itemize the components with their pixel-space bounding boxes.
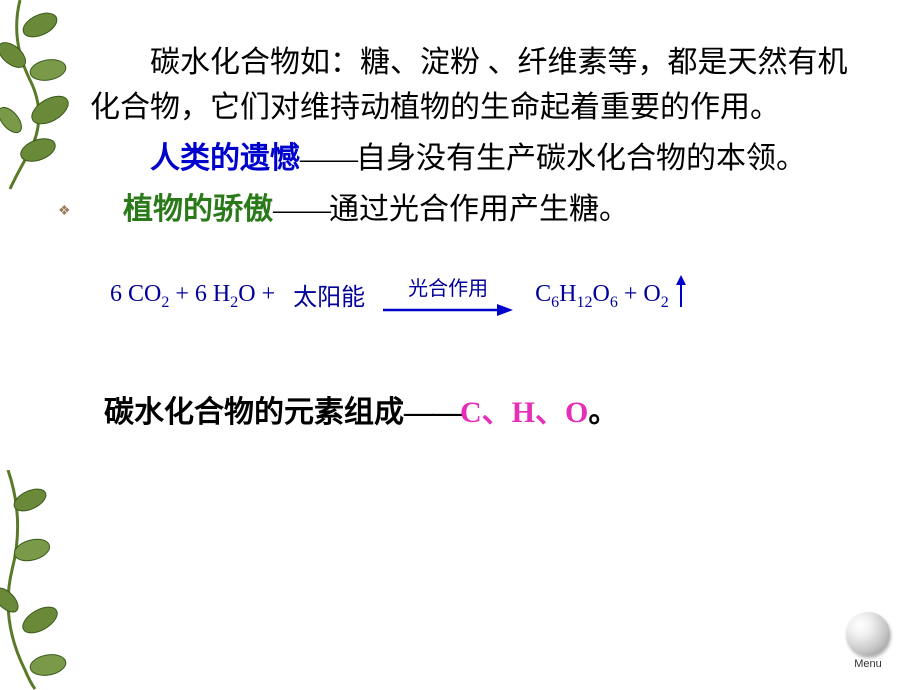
arrow-up-icon bbox=[675, 275, 687, 307]
photosynthesis-equation: 6 CO2 + 6 H2O + 太阳能 光合作用 C6H12O6 bbox=[110, 272, 850, 317]
eq-h2o: H2O bbox=[213, 281, 256, 308]
paragraph-elements-list: C、H、O bbox=[460, 396, 588, 429]
eq-plus-3: + bbox=[624, 281, 638, 308]
paragraph-human-suffix: 自身没有生产碳水化合物的本领。 bbox=[356, 142, 806, 175]
arrow-right-icon bbox=[383, 303, 513, 317]
eq-coef-2: 6 bbox=[195, 281, 207, 308]
paragraph-plant-suffix: 通过光合作用产生糖。 bbox=[329, 193, 629, 226]
sphere-icon bbox=[846, 612, 890, 656]
eq-co2: CO2 bbox=[128, 281, 169, 308]
eq-plus-1: + bbox=[175, 281, 189, 308]
eq-plus-2: + bbox=[262, 281, 276, 308]
paragraph-intro-text: 碳水化合物如：糖、淀粉 、纤维素等，都是天然有机化合物，它们对维持动植物的生命起… bbox=[90, 46, 848, 124]
paragraph-human-dash: —— bbox=[300, 142, 356, 175]
slide-container: 碳水化合物如：糖、淀粉 、纤维素等，都是天然有机化合物，它们对维持动植物的生命起… bbox=[0, 0, 920, 690]
paragraph-elements-prefix: 碳水化合物的元素组成 bbox=[104, 396, 404, 429]
corner-bottom-left-decoration bbox=[0, 470, 140, 690]
eq-reaction-arrow: 光合作用 bbox=[383, 272, 513, 317]
eq-gas-up-arrow bbox=[675, 275, 687, 314]
paragraph-elements-tail: 。 bbox=[588, 396, 618, 429]
eq-energy: 太阳能 bbox=[293, 277, 365, 312]
menu-button[interactable]: Menu bbox=[846, 612, 890, 670]
paragraph-plant-prefix: 植物的骄傲 bbox=[123, 193, 273, 226]
eq-o2: O2 bbox=[643, 281, 668, 308]
menu-label: Menu bbox=[846, 658, 890, 670]
paragraph-plant: ❖ 植物的骄傲——通过光合作用产生糖。 bbox=[108, 187, 850, 232]
paragraph-plant-dash: —— bbox=[273, 193, 329, 226]
paragraph-elements-dash: —— bbox=[404, 396, 460, 429]
paragraph-intro: 碳水化合物如：糖、淀粉 、纤维素等，都是天然有机化合物，它们对维持动植物的生命起… bbox=[90, 40, 850, 130]
eq-glucose: C6H12O6 bbox=[535, 281, 618, 308]
eq-coef-1: 6 bbox=[110, 281, 122, 308]
paragraph-elements: 碳水化合物的元素组成——C、H、O。 bbox=[104, 387, 850, 431]
bullet-diamond-icon: ❖ bbox=[58, 201, 71, 222]
eq-arrow-label: 光合作用 bbox=[408, 272, 488, 301]
paragraph-human: 人类的遗憾——自身没有生产碳水化合物的本领。 bbox=[90, 136, 850, 181]
paragraph-human-prefix: 人类的遗憾 bbox=[150, 142, 300, 175]
